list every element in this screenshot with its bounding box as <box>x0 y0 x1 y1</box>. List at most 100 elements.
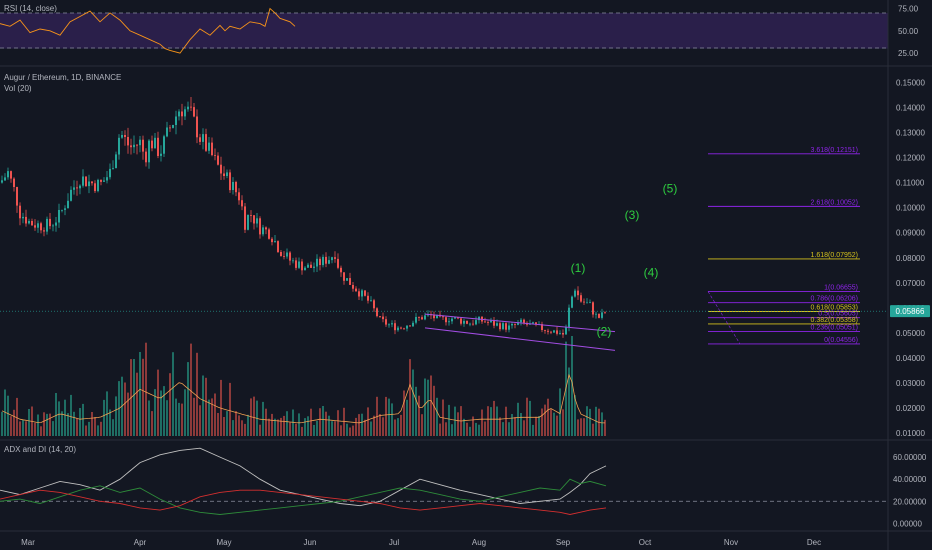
volume-bar <box>364 419 366 436</box>
candle-body <box>250 215 252 216</box>
rsi-tick-label: 50.00 <box>898 27 919 36</box>
volume-bar <box>433 385 435 436</box>
volume-bar <box>466 422 468 436</box>
time-tick-label: Mar <box>21 538 35 547</box>
volume-bar <box>34 422 36 436</box>
candle-body <box>601 312 603 318</box>
candle-body <box>268 229 270 239</box>
candle-body <box>568 307 570 328</box>
volume-bar <box>52 421 54 436</box>
volume-bar <box>124 382 126 436</box>
price-tick-label: 0.04000 <box>896 354 925 363</box>
candle-body <box>64 208 66 210</box>
volume-bar <box>235 411 237 436</box>
candle-body <box>214 155 216 156</box>
rsi-tick-label: 75.00 <box>898 4 919 13</box>
rsi-pane[interactable]: RSI (14, close) 75.00 50.00 25.00 <box>0 4 919 58</box>
volume-bar <box>223 417 225 436</box>
candle-body <box>451 318 453 322</box>
fib-level-label: 0(0.04556) <box>824 337 858 344</box>
candle-body <box>445 317 447 323</box>
volume-bar <box>229 382 231 436</box>
candle-body <box>595 313 597 315</box>
volume-bar <box>169 373 171 436</box>
volume-bar <box>88 421 90 436</box>
volume-bar <box>397 418 399 436</box>
candle-body <box>448 321 450 323</box>
volume-bar <box>385 396 387 436</box>
volume-bar <box>7 395 9 436</box>
candle-body <box>94 183 96 192</box>
candle-body <box>550 331 552 333</box>
candle-body <box>409 325 411 327</box>
candle-body <box>13 178 15 187</box>
candle-body <box>316 258 318 267</box>
volume-bar <box>82 403 84 436</box>
volume-bar <box>127 392 129 436</box>
volume-bar <box>151 411 153 436</box>
volume-bar <box>61 411 63 436</box>
volume-bar <box>526 397 528 436</box>
volume-bar <box>1 411 3 436</box>
candle-body <box>97 179 99 192</box>
volume-bar <box>481 409 483 436</box>
candle-body <box>49 218 51 227</box>
volume-bar <box>160 390 162 436</box>
volume-bar <box>583 418 585 436</box>
candle-body <box>79 185 81 189</box>
volume-bar <box>265 408 267 436</box>
candle-body <box>187 106 189 110</box>
candle-body <box>436 314 438 319</box>
volume-bar <box>355 417 357 436</box>
volume-bar <box>550 409 552 436</box>
volume-bar <box>541 408 543 436</box>
volume-bar <box>496 406 498 436</box>
rsi-title: RSI (14, close) <box>4 4 57 13</box>
time-tick-label: Oct <box>639 538 652 547</box>
volume-bar <box>79 408 81 436</box>
candle-body <box>493 320 495 326</box>
channel-lower <box>424 327 616 351</box>
candle-body <box>424 315 426 320</box>
candle-body <box>511 324 513 326</box>
volume-bar <box>232 420 234 436</box>
fib-level-label: 3.618(0.12151) <box>811 147 858 154</box>
volume-bar <box>277 419 279 436</box>
adx-pane[interactable]: ADX and DI (14, 20) 60.00000 40.00000 20.0… <box>0 445 927 528</box>
volume-bar <box>148 400 150 436</box>
volume-bar <box>439 423 441 436</box>
volume-bar <box>478 424 480 436</box>
volume-bar <box>331 421 333 436</box>
symbol-title: Augur / Ethereum, 1D, BINANCE <box>4 73 121 82</box>
candle-body <box>67 200 69 209</box>
candle-body <box>379 316 381 317</box>
adx-tick-label: 20.00000 <box>893 497 927 506</box>
volume-bar <box>571 336 573 436</box>
price-tick-label: 0.08000 <box>896 254 925 263</box>
candle-body <box>412 322 414 327</box>
price-pane[interactable]: 3.618(0.12151) 2.618(0.10052) 1.618(0.0795… <box>0 73 930 438</box>
volume-bar <box>562 409 564 436</box>
candle-body <box>148 140 150 163</box>
candle-body <box>175 116 177 125</box>
candle-body <box>298 261 300 268</box>
volume-bar <box>529 400 531 436</box>
candle-body <box>16 187 18 206</box>
volume-bar <box>388 398 390 436</box>
candle-body <box>508 325 510 330</box>
candle-body <box>157 137 159 156</box>
candle-body <box>70 189 72 201</box>
candle-body <box>58 210 60 223</box>
candle-body <box>370 300 372 302</box>
candle-body <box>454 317 456 319</box>
candle-body <box>523 319 525 323</box>
candle-body <box>109 168 111 178</box>
volume-bar <box>274 418 276 436</box>
candle-body <box>112 168 114 169</box>
fib-level-label: 0.382(0.05358) <box>811 317 858 324</box>
volume-bar <box>352 425 354 436</box>
candle-body <box>115 154 117 169</box>
candle-body <box>118 137 120 155</box>
candle-body <box>208 142 210 151</box>
